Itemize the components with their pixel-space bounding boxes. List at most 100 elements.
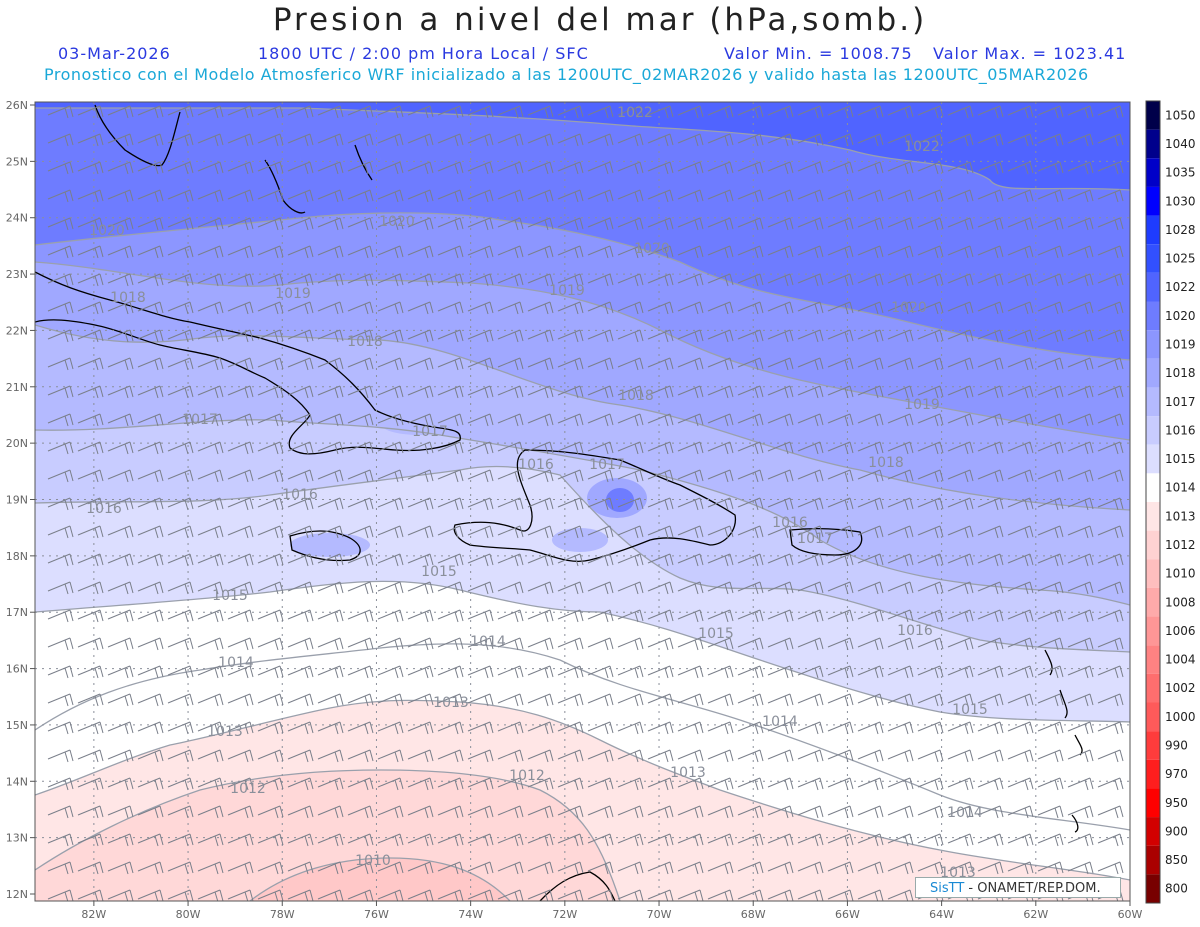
wind-barb (167, 777, 194, 791)
wind-barb (617, 385, 644, 399)
wind-barb (437, 553, 464, 567)
wind-barb (227, 441, 254, 455)
wind-barb (1067, 385, 1094, 399)
wind-barb (407, 301, 434, 315)
wind-barb (287, 833, 314, 847)
wind-barb (767, 441, 794, 455)
wind-barb (797, 385, 824, 399)
wind-barb (437, 413, 464, 427)
wind-barb (257, 553, 284, 567)
wind-barb (467, 161, 494, 175)
wind-barb (977, 357, 1004, 371)
wind-barb (497, 357, 524, 371)
wind-barb (167, 245, 194, 259)
wind-barb (977, 245, 1004, 259)
wind-barb (197, 189, 224, 203)
wind-barb (647, 385, 674, 399)
wind-barb (947, 721, 974, 735)
wind-barb (1037, 385, 1064, 399)
wind-barb (497, 301, 524, 315)
wind-barb (587, 805, 614, 819)
wind-barb (737, 805, 764, 819)
wind-barb (257, 413, 284, 427)
wind-barb (137, 385, 164, 399)
isobar-label: 1020 (634, 241, 670, 257)
wind-barb (257, 441, 284, 455)
lon-label: 78W (270, 908, 295, 921)
isobar-label: 1016 (86, 501, 122, 517)
wind-barb (527, 861, 554, 875)
wind-barb (197, 133, 224, 147)
wind-barb (527, 805, 554, 819)
lat-label: 12N (6, 888, 28, 901)
wind-barb (227, 385, 254, 399)
wind-barb (707, 273, 734, 287)
wind-barb (827, 553, 854, 567)
wind-barb (917, 497, 944, 511)
wind-barb (227, 273, 254, 287)
wind-barb (707, 189, 734, 203)
wind-barb (797, 777, 824, 791)
wind-barb (317, 721, 344, 735)
wind-barb (377, 609, 404, 623)
wind-barb (227, 469, 254, 483)
wind-barb (167, 889, 194, 901)
wind-barb (767, 133, 794, 147)
wind-barb (287, 749, 314, 763)
wind-barb (77, 777, 104, 791)
wind-barb (1097, 861, 1124, 875)
wind-barb (287, 469, 314, 483)
colorbar-label: 1018 (1165, 366, 1196, 380)
colorbar-label: 1035 (1165, 166, 1196, 180)
min-value: Valor Min. = 1008.75 (724, 44, 913, 63)
wind-barb (47, 777, 74, 791)
wind-barb (1067, 721, 1094, 735)
wind-barb (317, 217, 344, 231)
wind-barb (917, 469, 944, 483)
wind-barb (137, 273, 164, 287)
wind-barb (947, 777, 974, 791)
wind-barb (767, 889, 794, 901)
isobar-label: 1016 (518, 457, 554, 473)
colorbar-label: 1014 (1165, 481, 1196, 495)
wind-barb (707, 469, 734, 483)
wind-barb (1037, 553, 1064, 567)
isobar-label: 1014 (762, 714, 798, 730)
wind-barb (107, 525, 134, 539)
wind-barb (587, 133, 614, 147)
wind-barb (617, 105, 644, 119)
wind-barb (887, 245, 914, 259)
wind-barb (947, 581, 974, 595)
wind-barb (227, 889, 254, 901)
wind-barb (1007, 665, 1034, 679)
wind-barb (917, 245, 944, 259)
wind-barb (197, 357, 224, 371)
wind-barb (887, 721, 914, 735)
wind-barb (47, 553, 74, 567)
wind-barb (677, 357, 704, 371)
wind-barb (1067, 693, 1094, 707)
wind-barb (257, 805, 284, 819)
colorbar-frame (1145, 100, 1161, 904)
wind-barb (677, 805, 704, 819)
wind-barb (467, 301, 494, 315)
wind-barb (677, 413, 704, 427)
wind-barb (707, 749, 734, 763)
wind-barb (287, 721, 314, 735)
wind-barb (377, 245, 404, 259)
wind-barb (677, 721, 704, 735)
wind-barb (1037, 637, 1064, 651)
wind-barb (707, 161, 734, 175)
wind-barb (557, 581, 584, 595)
wind-barb (407, 357, 434, 371)
wind-barb (677, 133, 704, 147)
wind-barb (977, 329, 1004, 343)
wind-barb (917, 161, 944, 175)
wind-barb (917, 441, 944, 455)
isobar-label: 1019 (549, 283, 585, 299)
wind-barb (917, 413, 944, 427)
wind-barb (197, 497, 224, 511)
wind-barb (827, 665, 854, 679)
wind-barb (137, 329, 164, 343)
wind-barb (917, 861, 944, 875)
